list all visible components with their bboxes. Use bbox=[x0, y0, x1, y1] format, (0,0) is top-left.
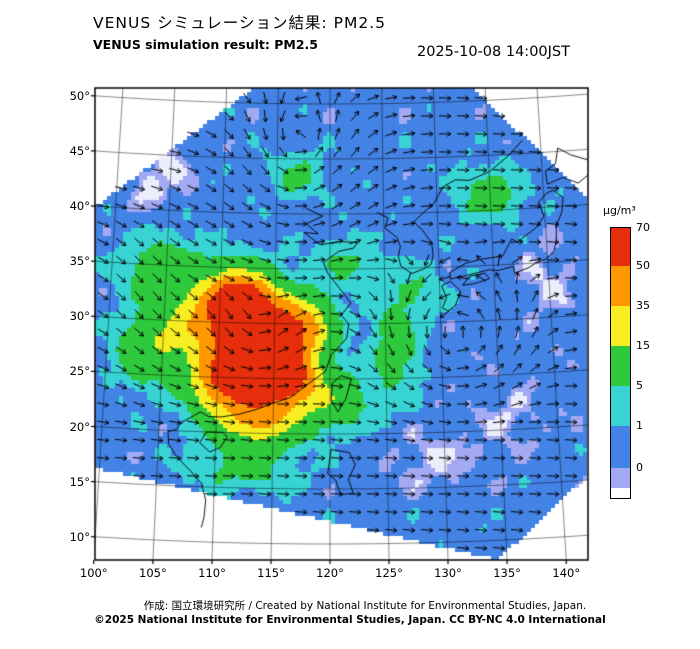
page-title-japanese: VENUS シミュレーション結果: PM2.5 bbox=[93, 14, 387, 32]
colorbar-band bbox=[611, 228, 630, 266]
lon-tick-label: 110° bbox=[198, 566, 226, 580]
lat-tick-label: 45° bbox=[69, 143, 90, 158]
colorbar-band bbox=[611, 386, 630, 426]
colorbar-tick-label: 50 bbox=[636, 259, 650, 272]
colorbar-band bbox=[611, 488, 630, 498]
lat-tick-label: 30° bbox=[69, 309, 90, 324]
lon-tick-label: 125° bbox=[375, 566, 403, 580]
colorbar-band bbox=[611, 306, 630, 346]
credit-line: 作成: 国立環境研究所 / Created by National Instit… bbox=[143, 600, 587, 612]
timestamp: 2025-10-08 14:00JST bbox=[416, 44, 570, 60]
lat-tick-label: 20° bbox=[69, 419, 90, 434]
colorbar-unit-label: µg/m³ bbox=[603, 204, 636, 217]
colorbar bbox=[610, 227, 631, 499]
license-line: ©2025 National Institute for Environment… bbox=[94, 614, 606, 626]
lon-tick-label: 135° bbox=[493, 566, 521, 580]
lon-tick-label: 105° bbox=[139, 566, 167, 580]
lon-tick-label: 115° bbox=[257, 566, 285, 580]
colorbar-band bbox=[611, 426, 630, 468]
colorbar-band bbox=[611, 468, 630, 488]
lon-tick-label: 120° bbox=[316, 566, 344, 580]
lat-tick-label: 15° bbox=[69, 474, 90, 489]
colorbar-band bbox=[611, 266, 630, 306]
lon-tick-label: 130° bbox=[434, 566, 462, 580]
lat-tick-label: 25° bbox=[69, 364, 90, 379]
colorbar-tick-label: 70 bbox=[636, 221, 650, 234]
colorbar-band bbox=[611, 346, 630, 386]
colorbar-tick-label: 5 bbox=[636, 379, 643, 392]
colorbar-tick-label: 0 bbox=[636, 461, 643, 474]
page-subtitle-english: VENUS simulation result: PM2.5 bbox=[93, 37, 318, 52]
lat-tick-label: 35° bbox=[69, 254, 90, 269]
colorbar-tick-label: 15 bbox=[636, 339, 650, 352]
lat-tick-label: 10° bbox=[69, 529, 90, 544]
lat-tick-label: 40° bbox=[69, 199, 90, 214]
lon-tick-label: 100° bbox=[79, 566, 108, 580]
colorbar-tick-label: 35 bbox=[636, 299, 650, 312]
lat-tick-label: 50° bbox=[69, 88, 90, 103]
lon-tick-label: 140° bbox=[552, 566, 581, 580]
colorbar-tick-label: 1 bbox=[636, 419, 643, 432]
